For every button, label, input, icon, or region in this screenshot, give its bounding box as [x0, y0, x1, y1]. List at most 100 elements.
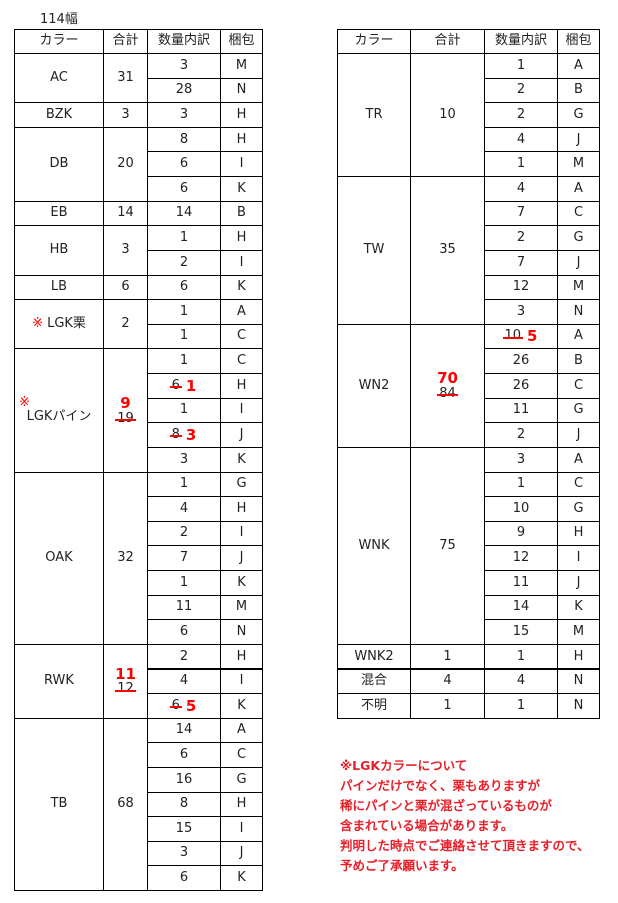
corrected-quantity: 3: [185, 425, 197, 444]
pack-cell: N: [220, 77, 263, 104]
quantity-cell: 1: [147, 397, 221, 424]
quantity-value: 3: [516, 303, 526, 319]
pack-code: C: [236, 353, 247, 369]
total-cell: 75: [410, 446, 485, 645]
quantity-cell: 1: [147, 323, 221, 350]
color-name: 混合: [360, 673, 387, 689]
corrected-total: 70: [437, 369, 458, 388]
pack-cell: I: [220, 520, 263, 547]
pack-code: I: [239, 673, 244, 689]
quantity-cell: 1: [147, 299, 221, 325]
total-value: 1: [443, 697, 452, 713]
quantity-value: 2: [516, 229, 526, 245]
quantity-value: 2: [516, 82, 526, 98]
quantity-value: 1: [516, 476, 526, 492]
quantity-value: 16: [175, 771, 193, 787]
header-color: カラー: [14, 29, 104, 54]
color-name: WN2: [358, 377, 390, 393]
total-value: 68: [117, 796, 134, 812]
pack-code: G: [573, 500, 584, 516]
color-name: TW: [363, 242, 385, 258]
color-cell: LB: [14, 274, 104, 301]
quantity-cell: 14: [484, 594, 558, 621]
original-total: 19: [115, 410, 136, 426]
quantity-value: 26: [512, 377, 530, 393]
pack-code: H: [573, 525, 584, 541]
pack-code: A: [237, 303, 246, 319]
quantity-value: 14: [175, 205, 193, 221]
pack-code: A: [237, 722, 246, 738]
pack-code: G: [236, 476, 247, 492]
pack-cell: N: [557, 693, 600, 719]
pack-code: B: [237, 205, 246, 221]
pack-code: H: [236, 229, 247, 245]
quantity-value: 4: [516, 673, 526, 689]
color-name: LGKパイン: [26, 409, 92, 425]
quantity-cell: 1: [147, 225, 221, 251]
quantity-value: 4: [179, 673, 189, 689]
pack-cell: M: [220, 594, 263, 621]
quantity-cell: 14: [147, 200, 221, 227]
color-cell: HB: [14, 225, 104, 276]
pack-cell: H: [220, 126, 263, 153]
quantity-value: 6: [179, 279, 189, 295]
pack-cell: A: [557, 323, 600, 350]
pack-code: K: [237, 697, 246, 713]
pack-cell: M: [557, 151, 600, 178]
total-cell: 4: [410, 668, 485, 695]
pack-cell: H: [220, 373, 263, 399]
pack-code: N: [573, 303, 584, 319]
pack-cell: C: [220, 323, 263, 350]
pack-cell: J: [220, 422, 263, 448]
pack-cell: A: [220, 299, 263, 325]
quantity-cell: 11: [484, 397, 558, 424]
quantity-cell: 2: [147, 520, 221, 547]
total-value: 32: [117, 550, 134, 566]
pack-code: J: [576, 426, 581, 442]
quantity-value: 2: [179, 525, 189, 541]
total-cell: 2: [103, 299, 148, 350]
quantity-cell: 1: [484, 693, 558, 719]
quantity-value: 4: [516, 180, 526, 196]
pack-cell: N: [220, 619, 263, 645]
pack-cell: G: [557, 102, 600, 128]
quantity-cell: 26: [484, 348, 558, 375]
quantity-value: 1: [179, 402, 189, 418]
quantity-value: 3: [179, 451, 189, 467]
quantity-cell: 6: [147, 619, 221, 645]
quantity-value: 6: [179, 747, 189, 763]
total-value: 31: [117, 69, 134, 85]
color-name: RWK: [44, 673, 74, 689]
quantity-value: 26: [512, 353, 530, 369]
quantity-value: 3: [179, 106, 189, 122]
lgk-note: ※LGKカラーについて パインだけでなく、栗もありますが 稀にパインと栗が混ざっ…: [340, 756, 590, 876]
pack-cell: J: [220, 545, 263, 571]
quantity-cell: 8: [147, 791, 221, 818]
pack-code: J: [239, 845, 244, 861]
quantity-value: 7: [179, 550, 189, 566]
quantity-value: 1: [516, 156, 526, 172]
quantity-value: 11: [512, 574, 530, 590]
pack-code: C: [573, 377, 584, 393]
color-cell: TR: [337, 53, 411, 178]
header-breakdown: 数量内訳: [147, 29, 221, 54]
quantity-cell: 8: [147, 126, 221, 153]
quantity-value: 3: [179, 845, 189, 861]
pack-code: I: [239, 254, 244, 270]
quantity-cell: 3: [484, 446, 558, 473]
note-line: 予めご了承願います。: [340, 858, 464, 873]
quantity-value: 3: [179, 57, 189, 73]
original-total: 84: [437, 385, 458, 401]
pack-code: K: [237, 574, 246, 590]
color-cell: AC: [14, 53, 104, 104]
quantity-value: 1: [516, 697, 526, 713]
quantity-value: 10: [512, 500, 530, 516]
pack-cell: K: [220, 274, 263, 301]
pack-cell: J: [557, 126, 600, 153]
color-cell: WNK2: [337, 643, 411, 670]
quantity-cell: 1: [147, 471, 221, 498]
color-label: ※ LGK栗: [32, 317, 86, 331]
pack-code: G: [573, 402, 584, 418]
quantity-cell: 4: [484, 668, 558, 695]
